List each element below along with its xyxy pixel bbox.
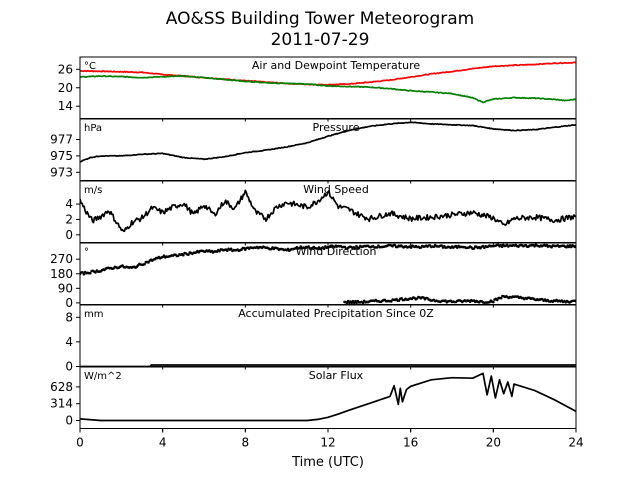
series-line-black	[80, 364, 576, 367]
y-tick-label: 180	[50, 267, 73, 281]
series-line-black	[80, 189, 576, 233]
y-tick-label: 90	[58, 281, 73, 295]
panel-precip: 0 4 8 mm Accumulated Precipitation Since 0Z	[65, 304, 577, 374]
y-tick-label: 4	[65, 335, 73, 349]
y-tick-label: 0	[65, 296, 73, 310]
data-point	[143, 262, 146, 266]
data-point	[422, 296, 425, 299]
y-tick-label: 628	[50, 380, 73, 394]
panel-unit: °	[84, 247, 89, 258]
y-tick-label: 8	[65, 310, 73, 324]
series-line-green	[80, 74, 576, 104]
y-tick-label: 977	[50, 133, 73, 147]
data-point	[81, 271, 84, 274]
data-point	[390, 300, 393, 303]
panel-pressure: 973 975 977 hPa Pressure	[50, 118, 577, 184]
panel-temp: 14 20 26 °C Air and Dewpoint Temperature	[58, 56, 577, 122]
data-point	[229, 247, 233, 251]
panel-wind_speed: 0 24 m/s Wind Speed	[65, 180, 577, 246]
data-point	[345, 301, 349, 305]
y-tick-label: 2	[65, 212, 73, 226]
data-point	[226, 249, 229, 252]
series-line-black	[80, 372, 576, 422]
data-point	[357, 246, 361, 250]
data-point	[397, 299, 401, 302]
x-tick-label: 4	[159, 436, 167, 450]
data-point	[393, 243, 397, 247]
x-tick-label: 0	[76, 436, 84, 450]
data-point	[286, 247, 290, 251]
data-point	[307, 245, 310, 248]
data-point	[94, 271, 97, 274]
data-point	[187, 253, 190, 256]
x-axis-label: Time (UTC)	[291, 455, 364, 470]
y-tick-label: 314	[50, 397, 73, 411]
data-point	[353, 247, 357, 250]
panel-solar: 0 314 628 W/m^2 Solar Flux	[50, 366, 577, 432]
data-point	[361, 301, 365, 305]
figure-date: 2011-07-29	[271, 30, 370, 50]
series-points-1	[343, 294, 576, 305]
y-tick-label: 0	[65, 228, 73, 242]
data-point	[492, 300, 495, 304]
x-axis: 0 4 8 12 16 20 24	[76, 428, 584, 450]
panel-unit: m/s	[84, 185, 102, 196]
panel-title: Wind Direction	[296, 245, 377, 258]
panel-unit: hPa	[84, 123, 102, 134]
data-point	[82, 272, 86, 276]
data-point	[89, 271, 92, 275]
y-tick-label: 975	[50, 149, 73, 163]
x-tick-label: 8	[242, 436, 250, 450]
panel-unit: °C	[84, 61, 96, 72]
data-point	[499, 296, 503, 300]
panel-title: Air and Dewpoint Temperature	[252, 59, 420, 72]
data-point	[440, 244, 444, 247]
panel-title: Wind Speed	[303, 183, 369, 196]
x-tick-label: 12	[320, 436, 335, 450]
y-tick-label: 4	[65, 197, 73, 211]
data-point	[444, 299, 447, 302]
data-point	[147, 261, 150, 264]
data-point	[218, 249, 221, 253]
y-tick-label: 973	[50, 165, 73, 179]
data-point	[182, 253, 185, 257]
y-tick-label: 0	[65, 360, 73, 374]
series-points-0	[80, 243, 576, 276]
panel-title: Solar Flux	[309, 369, 364, 382]
series-line-black	[80, 121, 576, 163]
panel-unit: mm	[84, 309, 103, 320]
data-point	[409, 246, 413, 249]
y-tick-label: 0	[65, 413, 73, 427]
panel-title: Accumulated Precipitation Since 0Z	[238, 307, 434, 320]
data-point	[322, 247, 326, 250]
data-point	[375, 246, 379, 249]
figure-title: AO&SS Building Tower Meteorogram	[166, 9, 474, 29]
y-tick-label: 20	[58, 81, 73, 95]
panel-unit: W/m^2	[84, 371, 122, 382]
panel-title: Pressure	[313, 121, 360, 134]
y-tick-label: 14	[58, 99, 73, 113]
data-point	[495, 298, 499, 302]
y-tick-label: 26	[58, 62, 73, 76]
x-tick-label: 16	[403, 436, 418, 450]
series-line-red	[80, 61, 576, 86]
data-point	[550, 245, 553, 249]
x-tick-label: 24	[568, 436, 583, 450]
data-point	[472, 247, 476, 250]
x-tick-label: 20	[486, 436, 501, 450]
y-tick-label: 270	[50, 252, 73, 266]
